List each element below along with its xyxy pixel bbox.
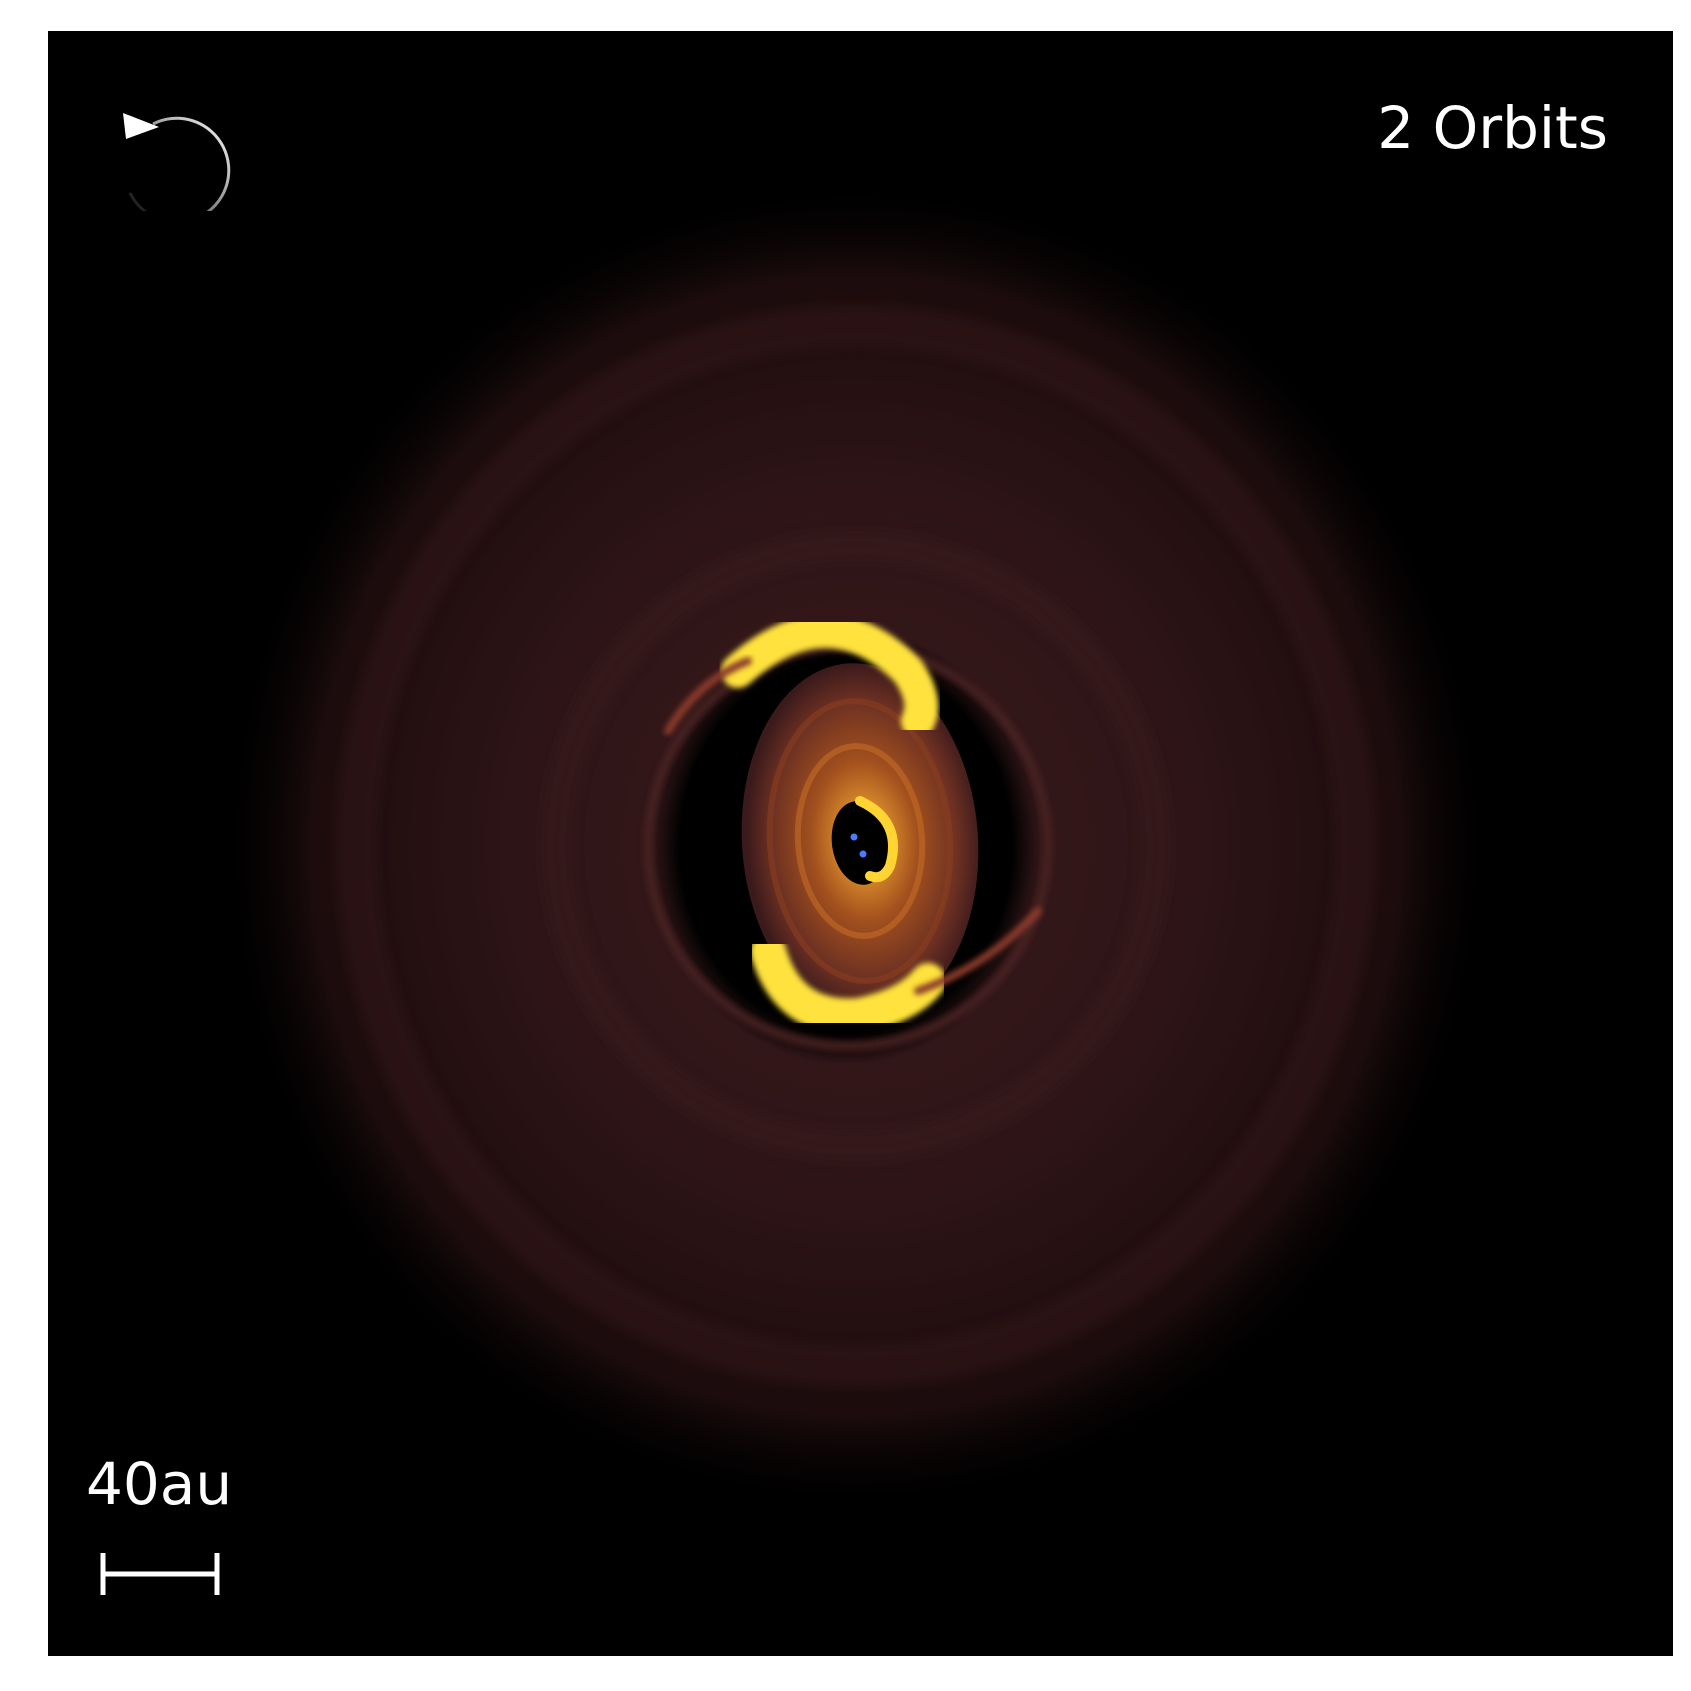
star-secondary bbox=[859, 850, 867, 858]
scale-bar-icon bbox=[100, 1553, 220, 1595]
disc-density-render bbox=[216, 176, 1496, 1516]
central-cavity bbox=[831, 801, 889, 885]
counterclockwise-rotation-arrow-icon bbox=[123, 113, 231, 211]
simulation-frame: 2 Orbits 40au bbox=[48, 31, 1673, 1656]
outer-disc-ring bbox=[541, 531, 1171, 1161]
bright-arc-top-tail bbox=[664, 657, 752, 735]
bright-arc-bottom bbox=[750, 933, 946, 1035]
inner-disc-ring bbox=[794, 743, 926, 939]
inner-bright-crescent bbox=[855, 796, 898, 883]
inner-disc-ring bbox=[766, 698, 954, 984]
bright-arc-top bbox=[721, 614, 939, 738]
scale-label: 40au bbox=[86, 1450, 233, 1518]
star-primary bbox=[850, 833, 858, 841]
orbit-count-label: 2 Orbits bbox=[1377, 94, 1608, 162]
outer-disc-ring bbox=[336, 306, 1376, 1386]
bright-arc-bottom-tail bbox=[914, 907, 1042, 995]
